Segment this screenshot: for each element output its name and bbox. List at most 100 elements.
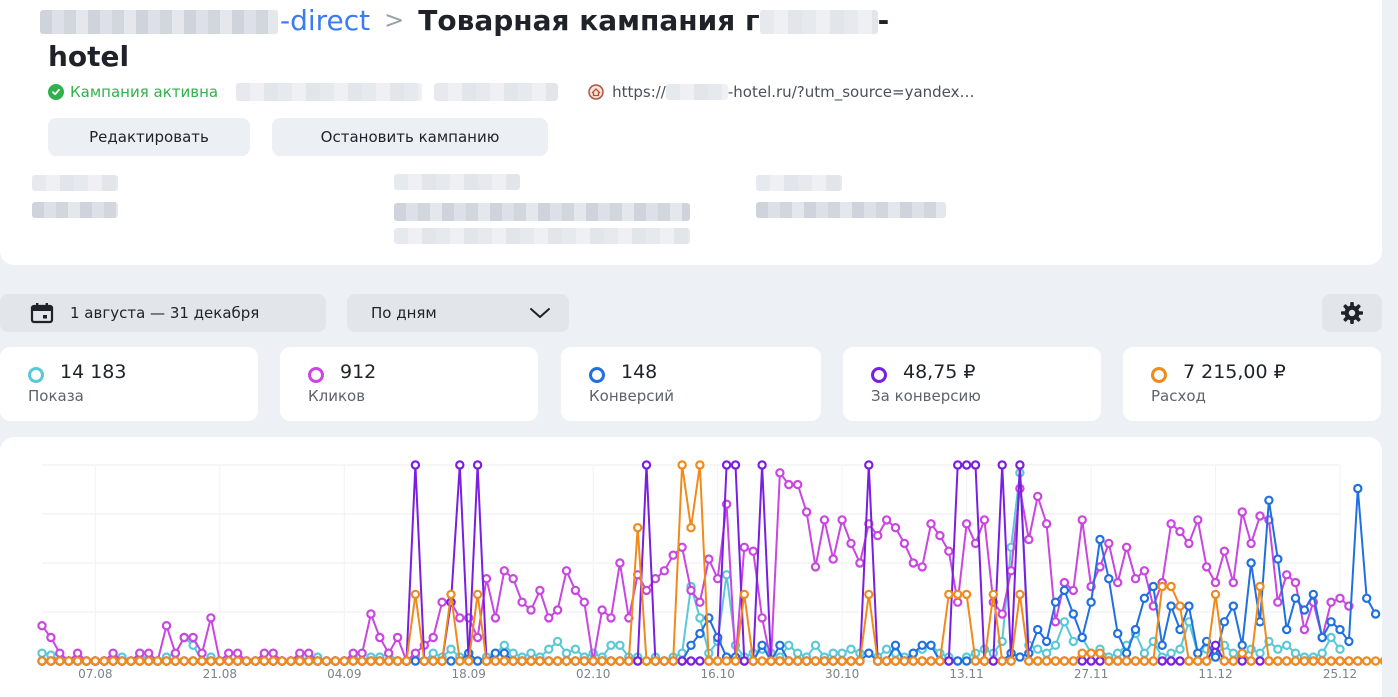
data-point[interactable] bbox=[570, 644, 581, 654]
data-point[interactable] bbox=[961, 589, 972, 600]
data-point[interactable] bbox=[1068, 656, 1079, 666]
data-point[interactable] bbox=[499, 656, 509, 666]
data-point[interactable] bbox=[686, 640, 696, 650]
data-point[interactable] bbox=[1166, 581, 1176, 592]
data-point[interactable] bbox=[1219, 617, 1230, 627]
data-point[interactable] bbox=[1299, 656, 1310, 666]
data-point[interactable] bbox=[1353, 483, 1363, 494]
data-point[interactable] bbox=[1299, 605, 1310, 615]
data-point[interactable] bbox=[784, 479, 794, 490]
data-point[interactable] bbox=[517, 597, 527, 607]
data-point[interactable] bbox=[1184, 538, 1194, 549]
data-point[interactable] bbox=[819, 515, 830, 525]
data-point[interactable] bbox=[846, 538, 856, 549]
data-point[interactable] bbox=[55, 656, 65, 666]
data-point[interactable] bbox=[659, 656, 670, 666]
data-point[interactable] bbox=[1210, 652, 1221, 662]
data-point[interactable] bbox=[730, 460, 741, 470]
data-point[interactable] bbox=[1290, 656, 1301, 666]
data-point[interactable] bbox=[695, 613, 705, 623]
data-point[interactable] bbox=[899, 538, 910, 549]
data-point[interactable] bbox=[152, 656, 163, 666]
data-point[interactable] bbox=[1370, 656, 1381, 666]
data-point[interactable] bbox=[1104, 573, 1114, 584]
data-point[interactable] bbox=[1273, 597, 1283, 607]
data-point[interactable] bbox=[1353, 656, 1363, 666]
data-point[interactable] bbox=[1041, 656, 1052, 666]
data-point[interactable] bbox=[810, 640, 821, 650]
stop-campaign-button[interactable]: Остановить кампанию bbox=[272, 118, 548, 156]
data-point[interactable] bbox=[312, 656, 323, 666]
data-point[interactable] bbox=[1175, 601, 1185, 611]
data-point[interactable] bbox=[1201, 656, 1212, 666]
data-point[interactable] bbox=[197, 656, 207, 666]
data-point[interactable] bbox=[46, 632, 56, 643]
data-point[interactable] bbox=[1121, 648, 1132, 658]
data-point[interactable] bbox=[757, 640, 767, 650]
data-point[interactable] bbox=[1041, 636, 1052, 647]
date-range-picker[interactable]: 1 августа — 31 декабря bbox=[0, 294, 326, 332]
data-point[interactable] bbox=[366, 656, 376, 666]
data-point[interactable] bbox=[1095, 534, 1105, 545]
data-point[interactable] bbox=[739, 542, 750, 553]
data-point[interactable] bbox=[864, 589, 874, 600]
data-point[interactable] bbox=[188, 632, 198, 643]
data-point[interactable] bbox=[490, 648, 501, 658]
data-point[interactable] bbox=[1335, 644, 1345, 654]
data-point[interactable] bbox=[633, 656, 643, 666]
data-point[interactable] bbox=[72, 648, 83, 658]
data-point[interactable] bbox=[179, 656, 189, 666]
data-point[interactable] bbox=[1148, 581, 1159, 592]
data-point[interactable] bbox=[873, 530, 883, 541]
data-point[interactable] bbox=[1077, 632, 1087, 643]
data-point[interactable] bbox=[1086, 597, 1096, 607]
data-point[interactable] bbox=[126, 656, 136, 666]
data-point[interactable] bbox=[1130, 624, 1141, 635]
data-point[interactable] bbox=[757, 460, 767, 470]
kpi-card-clicks[interactable]: 912 Кликов bbox=[280, 347, 538, 421]
data-point[interactable] bbox=[828, 554, 838, 564]
data-point[interactable] bbox=[455, 656, 465, 666]
data-point[interactable] bbox=[392, 632, 403, 643]
data-point[interactable] bbox=[935, 656, 945, 666]
data-point[interactable] bbox=[784, 640, 794, 650]
data-point[interactable] bbox=[633, 522, 643, 533]
data-point[interactable] bbox=[1059, 656, 1070, 666]
data-point[interactable] bbox=[917, 640, 927, 650]
data-point[interactable] bbox=[677, 460, 687, 470]
data-point[interactable] bbox=[437, 656, 447, 666]
data-point[interactable] bbox=[232, 648, 243, 658]
kpi-card-impressions[interactable]: 14 183 Показа bbox=[0, 347, 258, 421]
data-point[interactable] bbox=[1193, 515, 1203, 525]
data-point[interactable] bbox=[446, 589, 456, 600]
data-point[interactable] bbox=[1308, 589, 1319, 600]
data-point[interactable] bbox=[472, 656, 483, 666]
data-point[interactable] bbox=[686, 522, 696, 533]
data-point[interactable] bbox=[1086, 656, 1096, 666]
data-point[interactable] bbox=[1335, 624, 1345, 635]
data-point[interactable] bbox=[410, 648, 421, 658]
data-point[interactable] bbox=[1264, 495, 1274, 506]
data-point[interactable] bbox=[1317, 648, 1327, 658]
data-point[interactable] bbox=[188, 656, 198, 666]
data-point[interactable] bbox=[170, 656, 181, 666]
data-point[interactable] bbox=[348, 648, 358, 658]
url-suffix[interactable]: -hotel.ru/?utm_source=yandex… bbox=[727, 83, 975, 101]
data-point[interactable] bbox=[1024, 534, 1034, 545]
data-point[interactable] bbox=[1006, 656, 1016, 666]
data-point[interactable] bbox=[1273, 656, 1283, 666]
data-point[interactable] bbox=[1290, 593, 1301, 603]
data-point[interactable] bbox=[1086, 648, 1096, 658]
data-point[interactable] bbox=[1255, 581, 1265, 592]
data-point[interactable] bbox=[1121, 656, 1132, 666]
data-point[interactable] bbox=[659, 566, 670, 576]
data-point[interactable] bbox=[641, 585, 652, 596]
data-point[interactable] bbox=[1095, 648, 1105, 658]
data-point[interactable] bbox=[650, 656, 661, 666]
data-point[interactable] bbox=[1059, 617, 1070, 627]
data-point[interactable] bbox=[1255, 511, 1265, 521]
data-point[interactable] bbox=[223, 656, 234, 666]
data-point[interactable] bbox=[597, 605, 607, 615]
data-point[interactable] bbox=[481, 573, 492, 584]
data-point[interactable] bbox=[428, 648, 438, 658]
